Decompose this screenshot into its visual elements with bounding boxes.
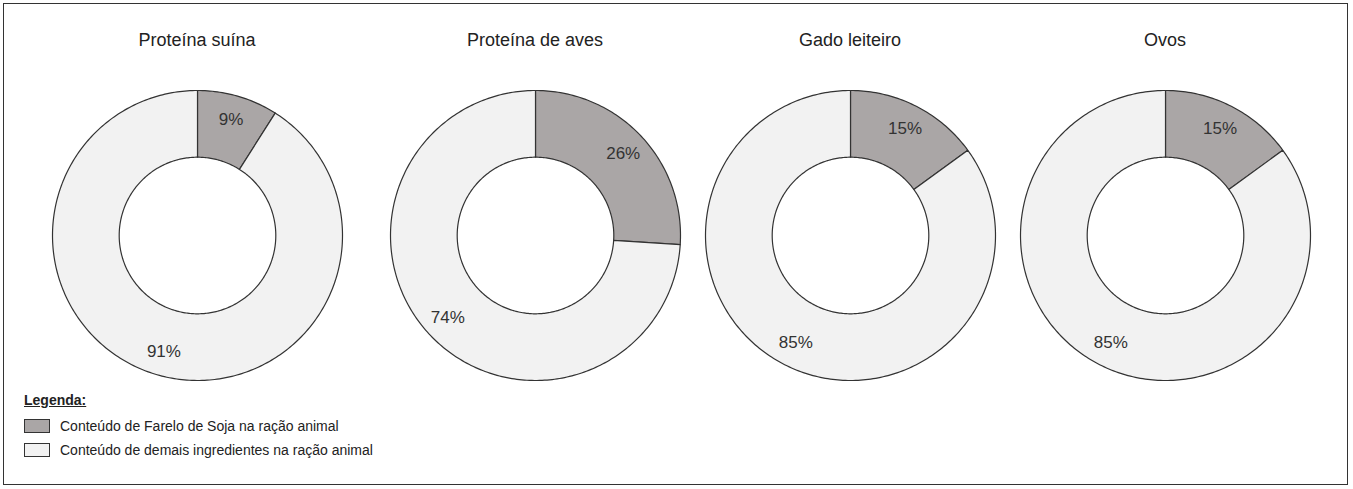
svg-text:74%: 74% — [431, 308, 465, 327]
svg-text:91%: 91% — [147, 342, 181, 361]
svg-text:85%: 85% — [779, 333, 813, 352]
html-text:Proteína suína: Proteína suína — [138, 30, 256, 50]
html-text:Ovos: Ovos — [1144, 30, 1186, 50]
html-text:Conteúdo de Farelo de Soja na: Conteúdo de Farelo de Soja na ração anim… — [60, 418, 339, 434]
html-text:Conteúdo de demais ingrediente: Conteúdo de demais ingredientes na ração… — [60, 442, 373, 458]
html-text:Legenda:: Legenda: — [24, 392, 87, 408]
svg-text:15%: 15% — [1203, 119, 1237, 138]
svg-text:26%: 26% — [606, 144, 640, 163]
svg-text:9%: 9% — [219, 110, 244, 129]
html-text:Proteína de aves: Proteína de aves — [467, 30, 603, 50]
svg-text:15%: 15% — [888, 119, 922, 138]
svg-text:85%: 85% — [1094, 333, 1128, 352]
html-text:Gado leiteiro: Gado leiteiro — [799, 30, 901, 50]
